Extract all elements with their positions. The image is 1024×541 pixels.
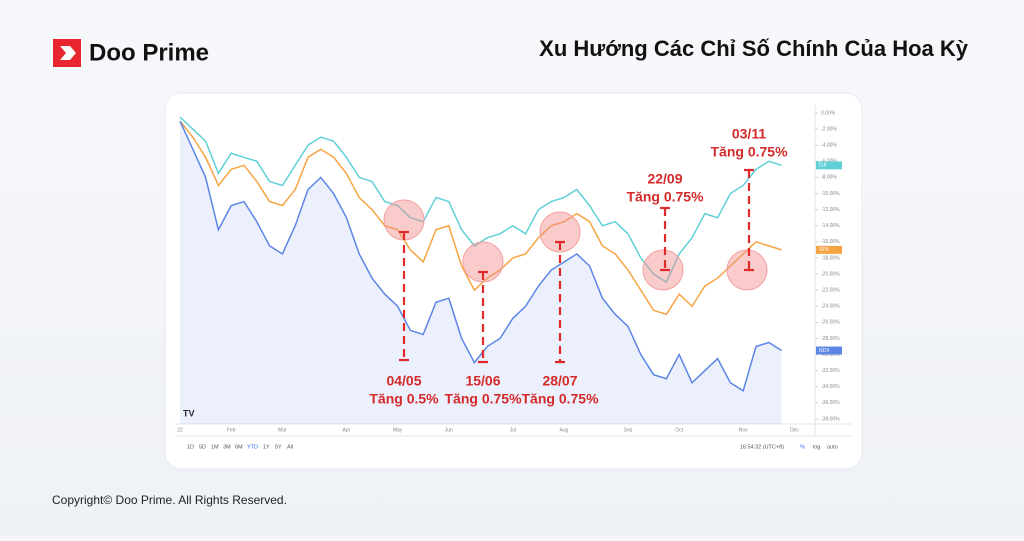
y-tick-label: -24.00% (821, 304, 840, 310)
toolbar: 1D 5D 1M 3M 6M YTD 1Y 5Y All 16:54:32 (UTC+8)% log… (187, 444, 838, 450)
x-tick-label: Aug (560, 427, 569, 433)
y-tick-label: -26.00% (821, 320, 840, 326)
area (180, 121, 782, 424)
y-tick-label: -10.00% (821, 191, 840, 197)
y-tick-label: -14.00% (821, 223, 840, 229)
annotation-date: 04/05 (386, 373, 421, 389)
annotation-text: Tăng 0.75% (626, 189, 704, 205)
clock: 16:54:32 (UTC+8) (740, 444, 784, 450)
x-tick-label: Mar (278, 427, 287, 433)
range-button[interactable]: All (287, 444, 293, 450)
y-tick-label: -36.00% (821, 400, 840, 406)
y-tick-label: -18.00% (821, 255, 840, 261)
scale-option[interactable]: % (800, 444, 805, 450)
range-button[interactable]: 1Y (263, 444, 270, 450)
series-tag (816, 346, 842, 355)
x-tick-label: May (393, 427, 403, 433)
brand: Doo Prime (89, 39, 209, 66)
y-tick-label: -32.00% (821, 368, 840, 374)
series-tag (816, 245, 842, 254)
x-tick-label: Sep (624, 427, 633, 433)
annotation-text: Tăng 0.75% (710, 144, 788, 160)
y-tick-label: -38.00% (821, 416, 840, 422)
x-tick-label: Jun (445, 427, 453, 433)
x-tick-label: Oct (675, 427, 683, 433)
y-tick-label: -8.00% (821, 175, 837, 181)
y-tick-label: -2.00% (821, 126, 837, 132)
annotation-text: Tăng 0.75% (444, 391, 522, 407)
y-tick-label: -28.00% (821, 336, 840, 342)
copyright: Copyright© Doo Prime. All Rights Reserve… (52, 493, 287, 507)
logo-arrow (60, 46, 76, 60)
y-tick-label: -20.00% (821, 271, 840, 277)
highlight-circle (462, 241, 504, 283)
annotation-text: Tăng 0.75% (521, 391, 599, 407)
y-tick-label: 0.00% (821, 110, 836, 116)
annotation-text: Tăng 0.5% (369, 391, 439, 407)
series-line (179, 120, 782, 392)
annotation-date: 03/11 (732, 126, 766, 142)
x-tick-label: Nov (739, 427, 748, 433)
y-tick-label: -30.00% (821, 352, 840, 358)
x-tick-label: Feb (227, 427, 236, 433)
range-button[interactable]: 1M (211, 444, 219, 450)
annotation-date: 15/06 (465, 373, 500, 389)
legend-label: NDX (819, 348, 830, 354)
x-tick-label: Jul (510, 427, 516, 433)
y-tick-label: -34.00% (821, 384, 840, 390)
x-tick-label: 22 (177, 427, 183, 433)
range-button[interactable]: 3M (223, 444, 231, 450)
page-title: Xu Hướng Các Chỉ Số Chính Của Hoa Kỳ (539, 36, 969, 61)
scale-option[interactable]: log (813, 444, 820, 450)
x-tick-label: Dec (790, 427, 799, 433)
range-button[interactable]: 5D (199, 444, 206, 450)
series-tag (816, 161, 842, 170)
y-tick-label: -4.00% (821, 143, 837, 149)
highlight-circle (539, 211, 581, 253)
range-button[interactable]: YTD (247, 444, 258, 450)
legend-label: DJI (819, 163, 827, 169)
y-tick-label: -22.00% (821, 287, 840, 293)
annotation-date: 22/09 (647, 171, 682, 187)
y-tick-label: -12.00% (821, 207, 840, 213)
range-button[interactable]: 1D (187, 444, 194, 450)
series-line (179, 120, 782, 316)
logo: Doo Prime (53, 39, 209, 67)
annotation-date: 28/07 (542, 373, 577, 389)
range-button[interactable]: 5Y (275, 444, 282, 450)
plot: 0.00%-2.00%-4.00%-6.00%-8.00%-10.00%-12.… (177, 110, 842, 433)
y-tick-label: -16.00% (821, 239, 840, 245)
tv-logo: TV (183, 408, 195, 418)
range-button[interactable]: 6M (235, 444, 243, 450)
x-tick-label: Apr (343, 427, 351, 433)
legend-label: SPX (819, 247, 830, 253)
scale-option[interactable]: auto (827, 444, 838, 450)
